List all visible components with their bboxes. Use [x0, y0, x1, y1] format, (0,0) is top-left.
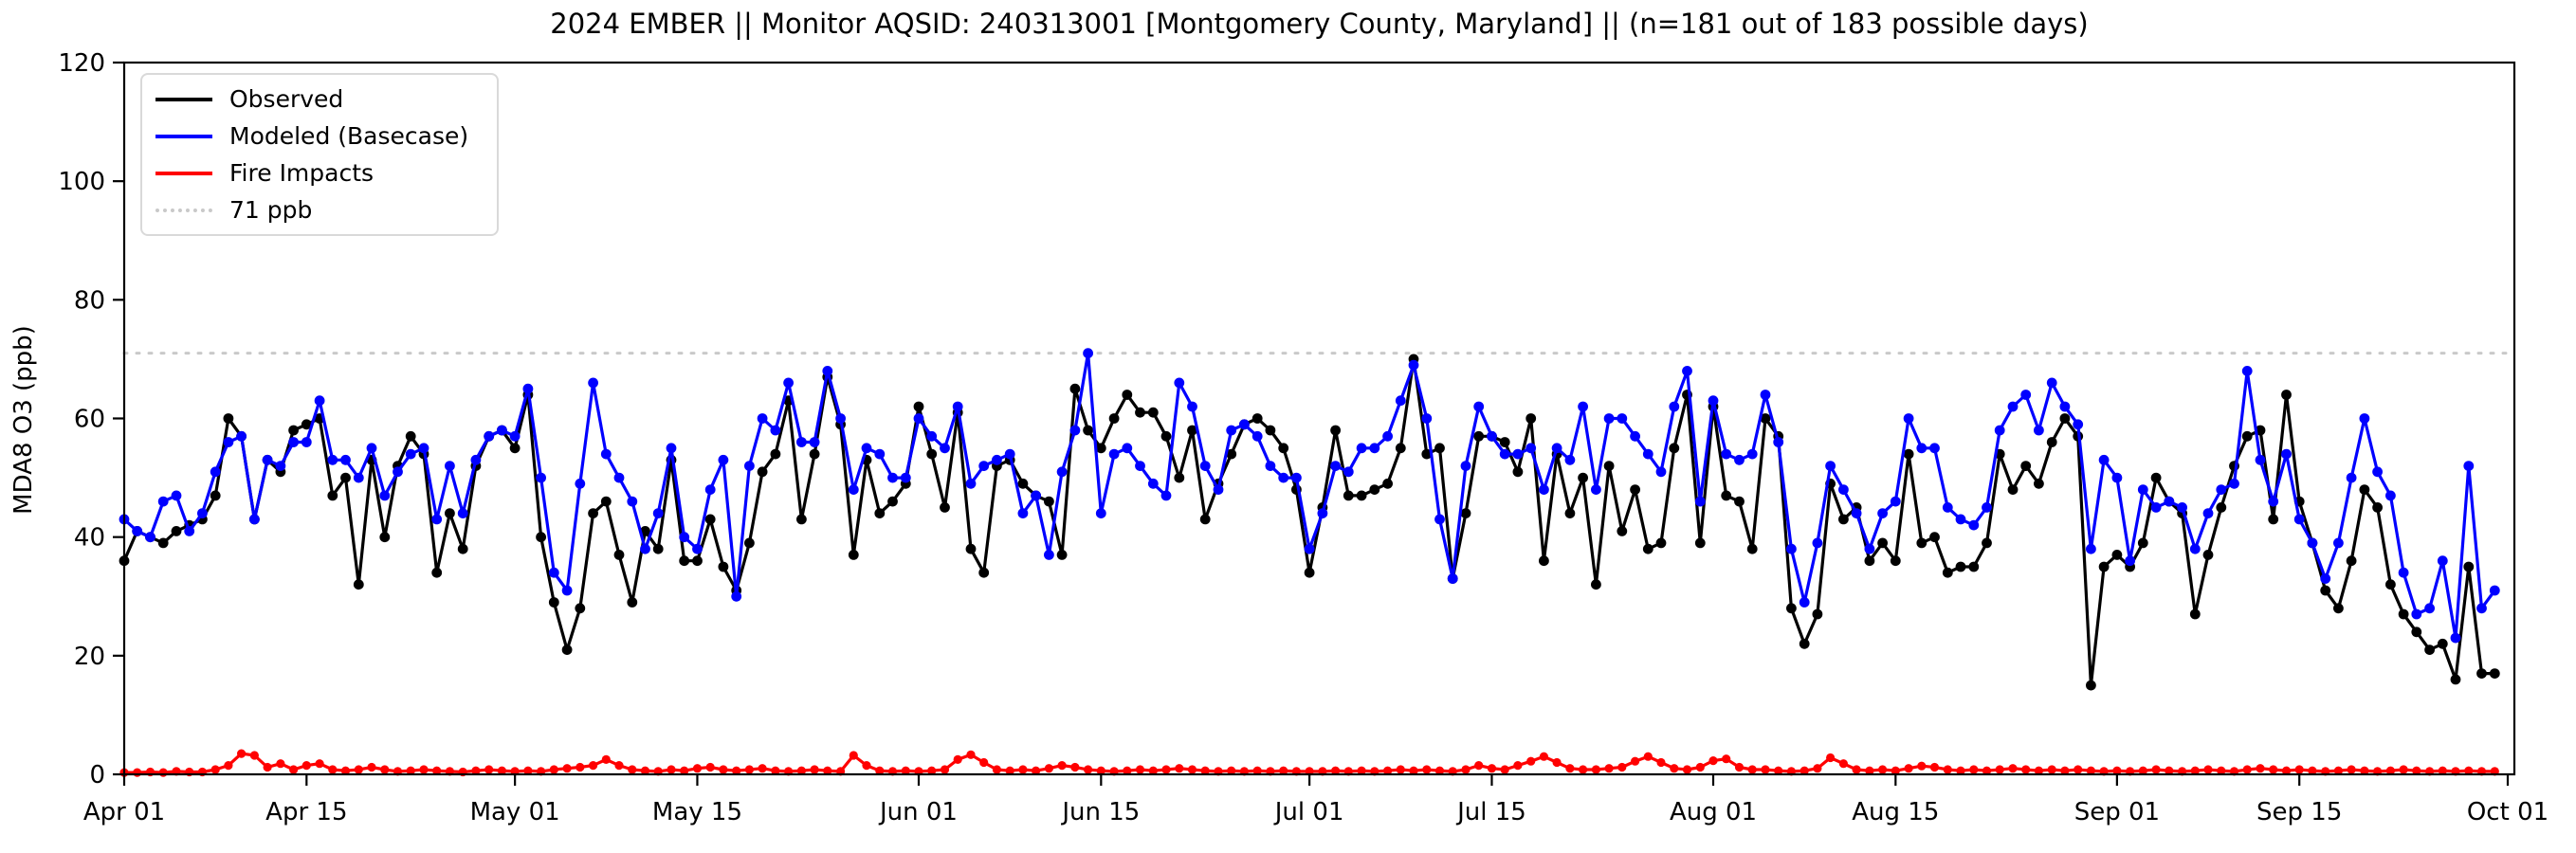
legend-label: 71 ppb	[229, 196, 313, 224]
x-tick-label: Apr 01	[83, 798, 165, 826]
x-tick-label: Jun 15	[1060, 798, 1140, 826]
y-tick-label: 40	[74, 524, 105, 553]
series-markers-0	[119, 354, 2500, 691]
x-tick-label: May 01	[470, 798, 560, 826]
legend-label: Observed	[229, 85, 344, 113]
x-tick-label: Apr 15	[265, 798, 347, 826]
observed-line-swatch-icon	[155, 97, 212, 101]
x-tick-label: Sep 15	[2256, 798, 2342, 826]
series-line-0	[122, 357, 2495, 687]
series-markers-1	[119, 348, 2500, 644]
x-tick-label: Aug 01	[1670, 798, 1757, 826]
y-tick-label: 120	[58, 49, 105, 78]
fire-line-swatch-icon	[155, 171, 212, 175]
legend-item-threshold: 71 ppb	[155, 191, 497, 228]
x-tick-label: May 15	[652, 798, 742, 826]
series-line-1	[122, 352, 2496, 640]
x-tick-label: Jul 01	[1273, 798, 1344, 826]
y-tick-label: 80	[74, 286, 105, 315]
legend-label: Fire Impacts	[229, 159, 375, 187]
y-tick-label: 60	[74, 406, 105, 434]
y-tick-label: 0	[89, 761, 105, 789]
legend-item-fire: Fire Impacts	[155, 154, 497, 191]
legend-item-observed: Observed	[155, 81, 497, 118]
threshold-line-swatch-icon	[155, 208, 212, 212]
x-tick-label: Aug 15	[1852, 798, 1939, 826]
x-tick-label: Sep 01	[2074, 798, 2160, 826]
x-tick-label: Oct 01	[2467, 798, 2549, 826]
chart-title: 2024 EMBER || Monitor AQSID: 240313001 […	[550, 8, 2089, 40]
y-tick-label: 100	[58, 168, 105, 196]
modeled-line-swatch-icon	[155, 134, 212, 138]
legend-label: Modeled (Basecase)	[229, 122, 469, 150]
legend: Observed Modeled (Basecase) Fire Impacts…	[140, 73, 499, 236]
x-tick-label: Jun 01	[878, 798, 958, 826]
y-tick-label: 20	[74, 643, 105, 671]
x-tick-label: Jul 15	[1455, 798, 1526, 826]
series-markers-2	[119, 749, 2499, 777]
legend-item-modeled: Modeled (Basecase)	[155, 118, 497, 154]
